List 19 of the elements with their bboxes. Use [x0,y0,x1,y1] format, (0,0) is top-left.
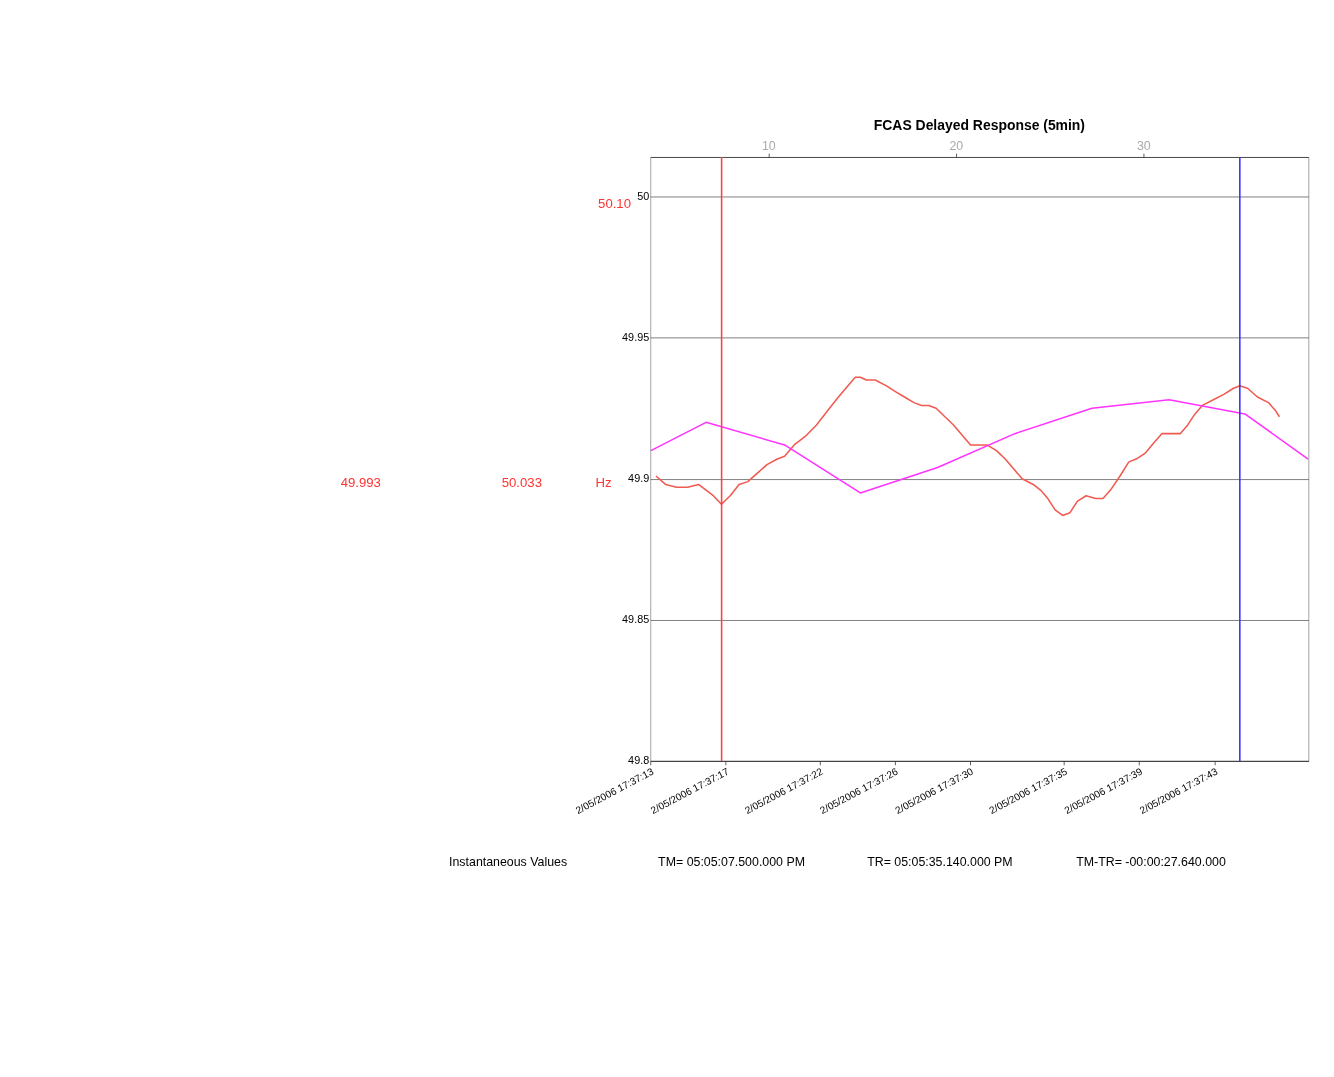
y-tick-label: 49.95 [622,331,650,344]
line-series [650,399,1309,494]
y-tick-label: 49.8 [628,754,650,767]
text: 49.993 [340,474,381,490]
chart-title: FCAS Delayed Response (5min) [873,117,1085,133]
y-tick-label: 50 [637,190,650,203]
text: Hz [595,474,612,490]
x-tick-label: 10 [761,138,776,153]
y-tick-label: 49.9 [628,472,650,485]
x-tick-label: 30 [1136,138,1151,153]
text: 50.10 [598,196,631,212]
text: 50.033 [501,474,542,490]
text: TM= 05:05:07.500.000 PM [658,854,805,869]
line-series [655,376,1281,517]
y-tick-label: 49.85 [622,613,650,626]
x-tick-label: 20 [949,138,964,153]
text: Instantaneous Values [449,854,568,869]
text: TM-TR= -00:00:27.640.000 [1076,854,1226,869]
text: TR= 05:05:35.140.000 PM [867,854,1013,869]
